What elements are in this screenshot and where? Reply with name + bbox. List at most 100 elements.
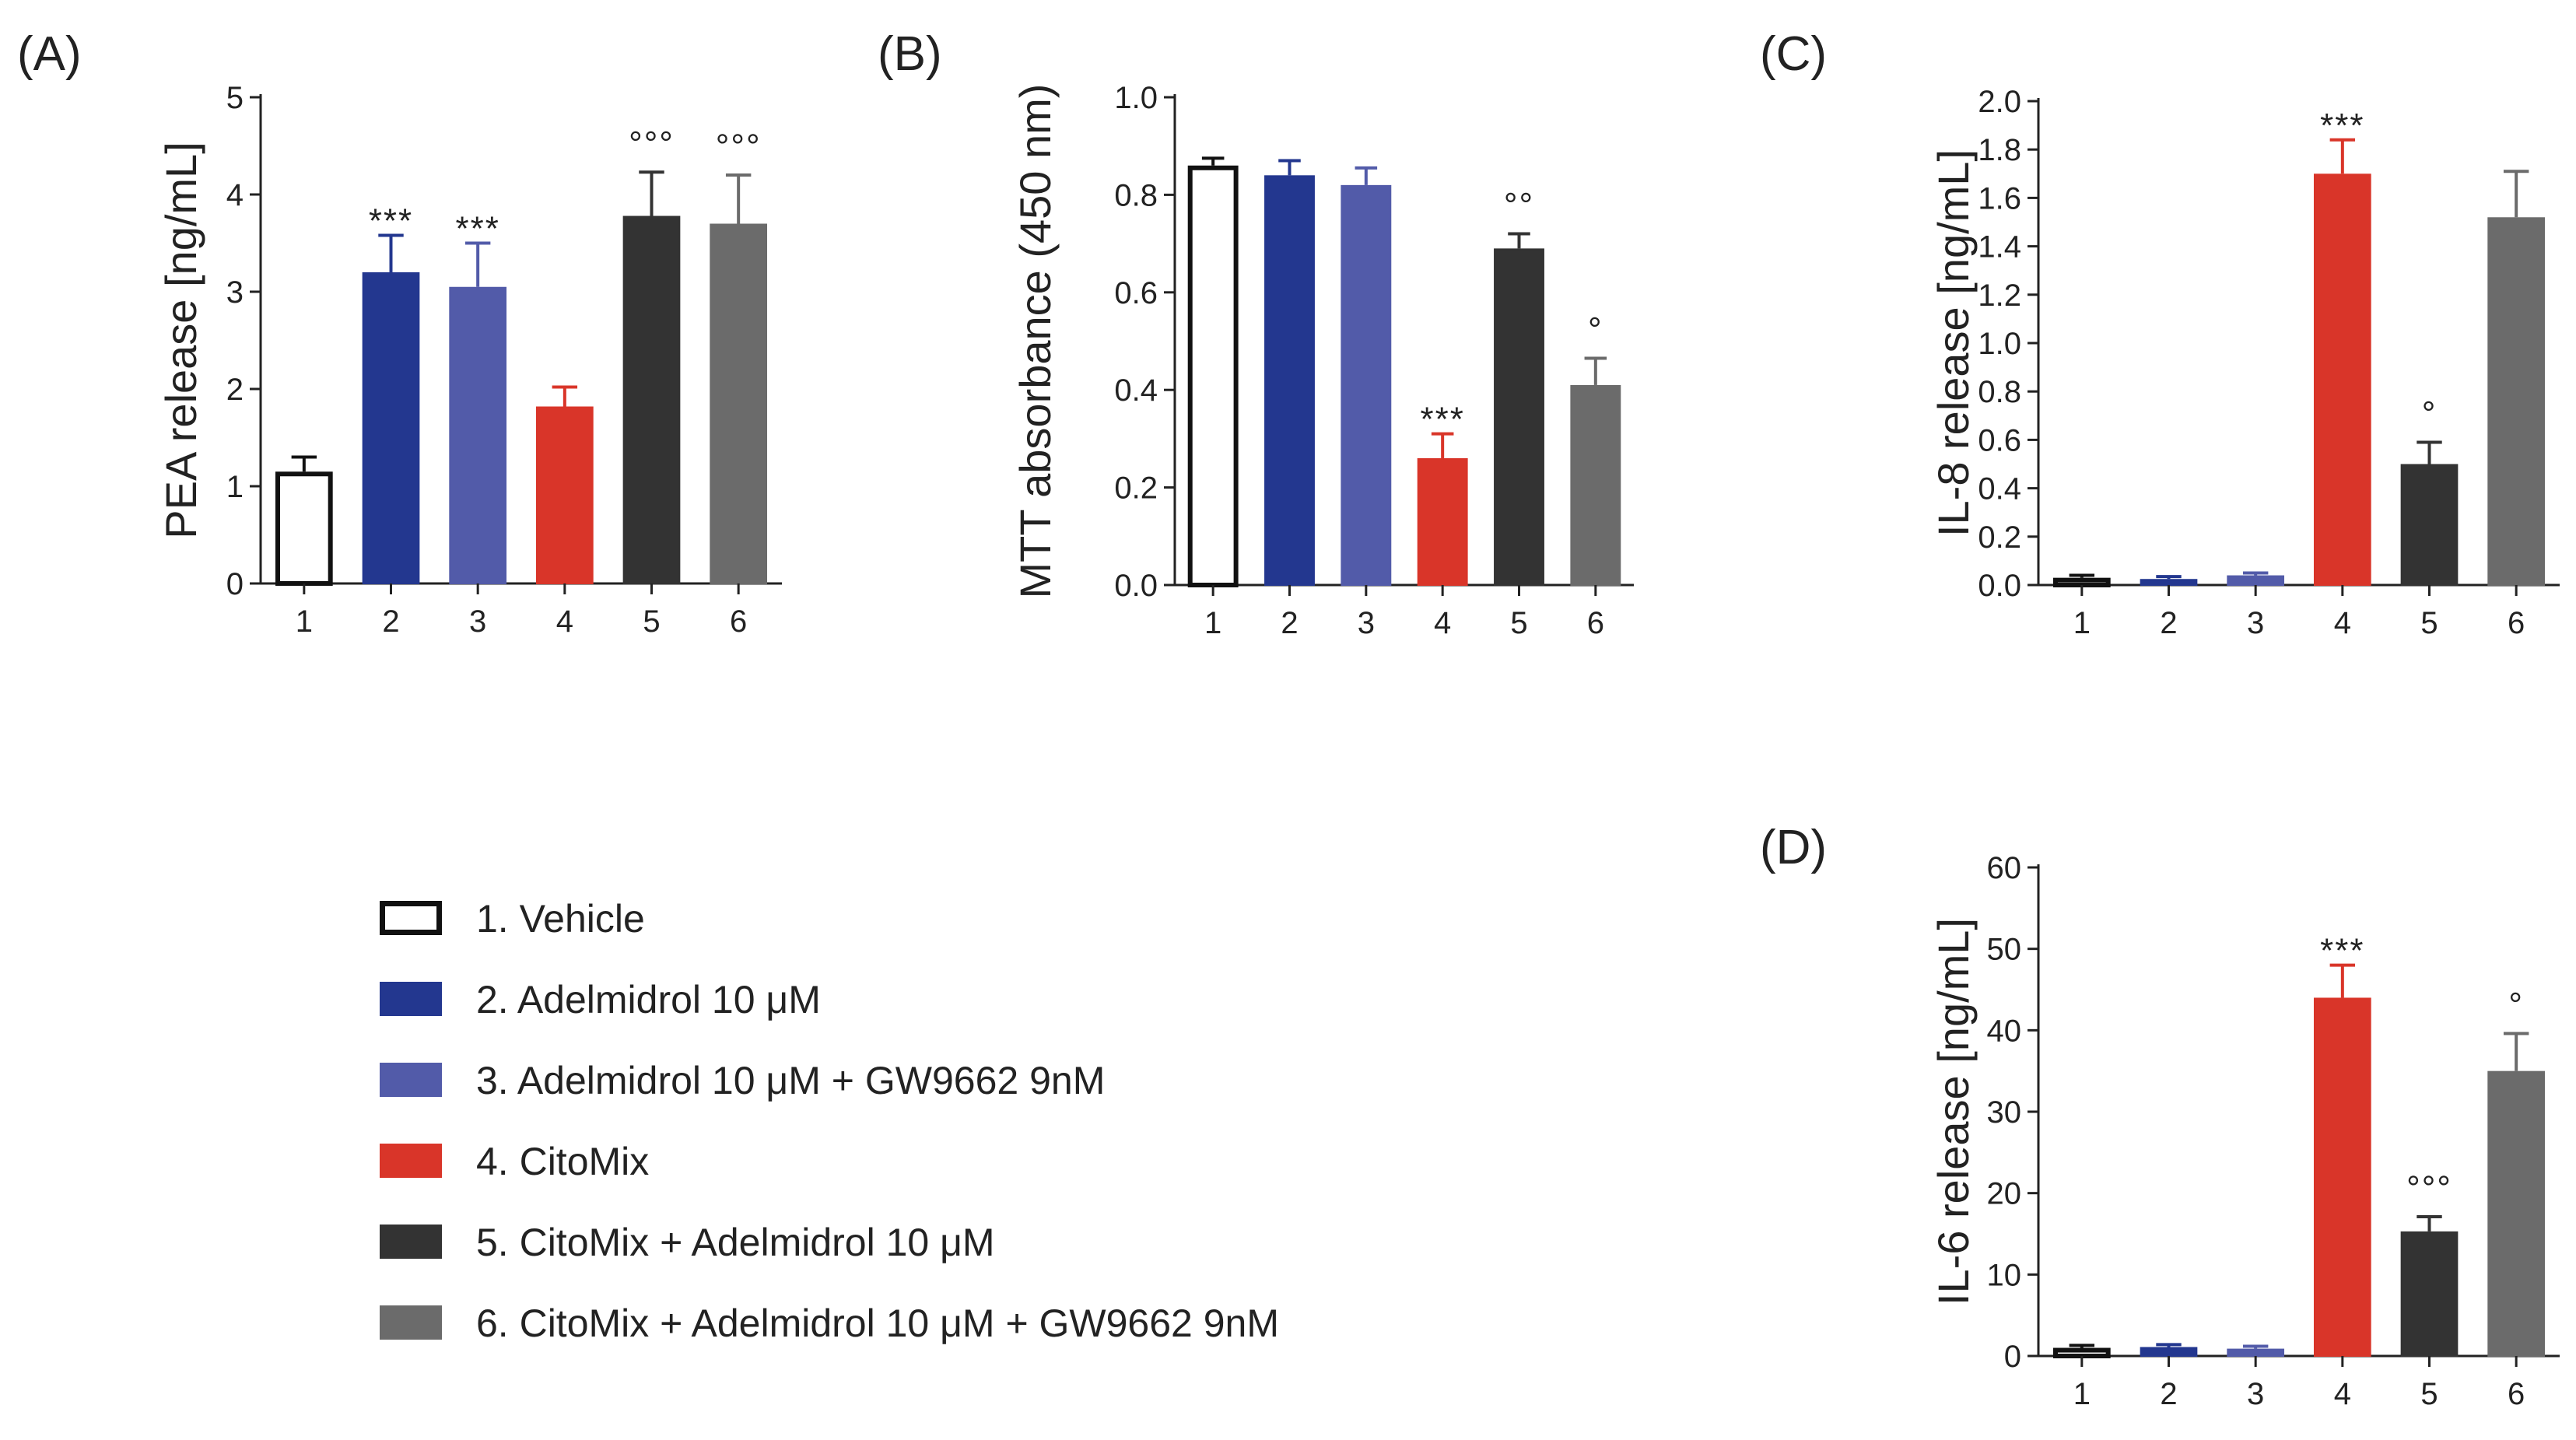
x-tick-label: 3 [469,604,486,639]
bar-1 [2052,1347,2111,1358]
x-tick-label: 1 [2073,606,2091,640]
y-tick-label: 3 [226,275,244,310]
significance-label: °° [1504,187,1534,225]
significance-label: *** [1420,401,1464,439]
x-tick-label: 2 [2160,1377,2177,1411]
x-tick-label: 2 [2160,606,2177,640]
bar-2 [2140,579,2198,586]
y-tick-label: 40 [1987,1014,2022,1048]
x-tick-label: 3 [2247,1377,2264,1411]
significance-label: *** [2320,932,2364,970]
bar-6 [1570,384,1621,586]
y-tick-label: 1.4 [1978,230,2021,265]
legend-label-6: 6. CitoMix + Adelmidrol 10 μM + GW9662 9… [476,1302,1279,1345]
significance-label: *** [369,202,413,240]
y-axis-title: PEA release [ng/mL] [156,142,205,539]
significance-label: °°° [2406,1169,2452,1207]
panel-a: (A) PEA release [ng/mL] 0 1 2 3 4 5 1 2 *** 3 *** 4 5 °… [17,27,782,639]
significance-label: ° [1588,310,1603,349]
bar-5 [1494,248,1544,586]
bar-6 [710,223,768,584]
panel-d: (D) IL-6 release [ng/mL] 0 10 20 30 40 50 60 1 2 3 4… [1760,821,2560,1411]
bar-5 [2400,1231,2459,1357]
x-tick-label: 5 [2420,1377,2438,1411]
y-axis-title: IL-6 release [ng/mL] [1929,918,1978,1305]
panel-letter: (A) [17,27,82,81]
y-tick-label: 0.8 [1978,375,2021,409]
y-tick-label: 0.6 [1978,423,2021,457]
y-tick-label: 0.8 [1114,178,1158,212]
y-tick-label: 0.0 [1978,569,2021,603]
bar-5 [2400,464,2459,586]
bar-2 [362,272,420,584]
panel-letter: (C) [1760,27,1827,81]
legend-swatch-5 [380,1225,442,1259]
bar-4 [535,406,594,584]
y-tick-label: 0.4 [1114,373,1158,408]
bar-3 [2227,575,2285,586]
x-tick-label: 4 [2334,1377,2351,1411]
bar-1 [2052,577,2111,587]
bar-2 [1264,175,1315,586]
significance-label: °°° [629,124,675,163]
x-tick-label: 2 [1281,606,1298,640]
legend-swatch-2 [380,982,442,1016]
y-axis-title: IL-8 release [ng/mL] [1929,149,1978,537]
bar-6 [2487,1070,2546,1357]
x-tick-label: 5 [643,604,660,639]
significance-label: ° [2508,986,2524,1025]
x-tick-label: 5 [2420,606,2438,640]
y-tick-label: 2 [226,373,244,407]
y-tick-label: 0.0 [1114,569,1158,603]
x-tick-label: 4 [556,604,573,639]
y-tick-label: 0.6 [1114,276,1158,310]
panel-c: (C) IL-8 release [ng/mL]0.0 0.2 0.4 0.6 0.8 1.… [1760,27,2560,640]
x-tick-label: 2 [382,604,399,639]
x-tick-label: 1 [296,604,313,639]
bar-1 [275,471,333,586]
legend-label-1: 1. Vehicle [476,897,645,941]
y-tick-label: 0 [226,567,244,601]
bar-3 [449,286,507,584]
legend-swatch-6 [380,1305,442,1340]
y-tick-label: 1.0 [1978,327,2021,361]
y-tick-label: 1.0 [1114,81,1158,115]
bar-3 [1341,184,1392,587]
x-tick-label: 5 [1510,606,1527,640]
bar-5 [622,215,681,584]
y-tick-label: 20 [1987,1177,2022,1211]
y-tick-label: 1 [226,470,244,504]
x-tick-label: 6 [1587,606,1604,640]
x-tick-label: 3 [2247,606,2264,640]
significance-label: ° [2422,395,2438,433]
significance-label: *** [2320,107,2364,145]
y-tick-label: 1.2 [1978,279,2021,313]
y-tick-label: 50 [1987,933,2022,967]
y-tick-label: 1.8 [1978,133,2021,167]
y-tick-label: 60 [1987,851,2022,885]
x-tick-label: 1 [1204,606,1221,640]
bar-6 [2487,217,2546,586]
legend-label-2: 2. Adelmidrol 10 μM [476,978,821,1021]
panel-letter: (D) [1760,821,1827,874]
y-tick-label: 30 [1987,1095,2022,1130]
significance-label: *** [455,210,499,248]
legend-label-4: 4. CitoMix [476,1140,649,1183]
legend-label-5: 5. CitoMix + Adelmidrol 10 μM [476,1221,995,1264]
legend-swatch-3 [380,1063,442,1097]
y-tick-label: 0.2 [1114,471,1158,506]
x-tick-label: 4 [1434,606,1451,640]
x-tick-label: 6 [2508,1377,2525,1411]
bar-3 [2227,1348,2285,1357]
panel-b: (B) MTT absorbance (450 nm) 0.0 0.2 0.4 0.6 0.… [878,27,1634,640]
significance-label: °°° [716,128,762,166]
bar-4 [1417,457,1468,586]
y-tick-label: 2.0 [1978,85,2021,119]
x-tick-label: 6 [2508,606,2525,640]
legend-label-3: 3. Adelmidrol 10 μM + GW9662 9nM [476,1059,1105,1102]
legend-swatch-1 [380,901,442,935]
y-tick-label: 10 [1987,1258,2022,1292]
y-tick-label: 0 [2004,1340,2021,1374]
x-tick-label: 1 [2073,1377,2091,1411]
